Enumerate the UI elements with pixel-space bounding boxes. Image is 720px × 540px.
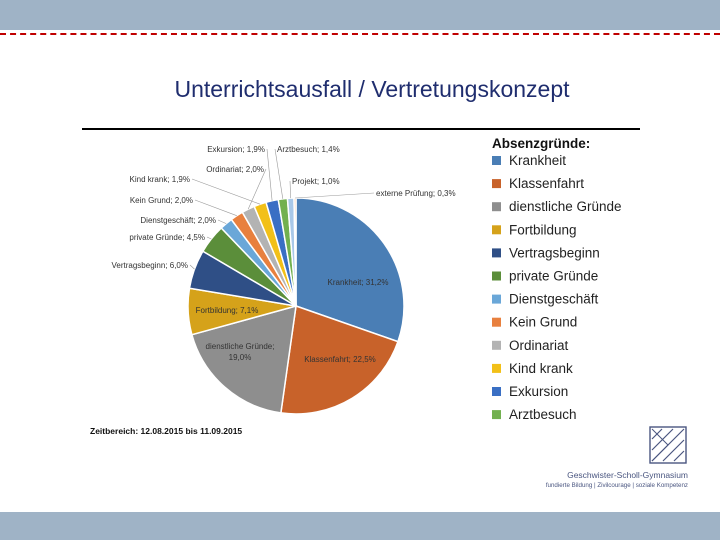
- slice-label-projekt: Projekt; 1,0%: [292, 177, 340, 186]
- pie-slice-klassenfahrt: [280, 304, 399, 415]
- chart-top-rule: [82, 128, 640, 130]
- leader-line-vertragsbeginn: [189, 264, 195, 270]
- school-tagline: fundierte Bildung | Zivilcourage | sozia…: [545, 482, 688, 489]
- leader-line-kein-grund: [194, 199, 237, 216]
- pie-slice-krankheit: [295, 197, 405, 343]
- leader-line-private-gruende: [206, 236, 212, 240]
- bottom-bar: [0, 512, 720, 540]
- time-period: Zeitbereich: 12.08.2015 bis 11.09.2015: [90, 426, 243, 436]
- slice-label-externe-pruefung: externe Prüfung; 0,3%: [376, 189, 456, 198]
- legend-entry-ordinariat: Ordinariat: [509, 338, 569, 353]
- leader-line-exkursion: [266, 148, 273, 201]
- legend-title: Absenzgründe:: [492, 136, 590, 151]
- slice-label-fortbildung: Fortbildung; 7,1%: [196, 306, 259, 315]
- legend-swatch-dienstgeschaeft: [492, 294, 501, 304]
- legend-swatch-kein-grund: [492, 317, 501, 327]
- slice-label-arztbesuch: Arztbesuch; 1,4%: [277, 145, 340, 154]
- slice-label-dienstliche-gruende: dienstliche Gründe; 19,0%: [206, 342, 275, 362]
- legend-swatch-dienstliche-gruende: [492, 202, 501, 212]
- leader-line-projekt: [289, 180, 291, 199]
- slice-label-ordinariat: Ordinariat; 2,0%: [206, 165, 264, 174]
- legend-swatch-klassenfahrt: [492, 179, 501, 189]
- slice-label-dienstgeschaeft: Dienstgeschäft; 2,0%: [140, 216, 216, 225]
- legend-swatch-exkursion: [492, 387, 501, 396]
- slide-title: Unterrichtsausfall / Vertretungskonzept: [174, 76, 570, 102]
- slice-label-kind-krank: Kind krank; 1,9%: [130, 175, 190, 184]
- school-name: Geschwister-Scholl-Gymnasium: [567, 470, 688, 480]
- legend-swatch-kind-krank: [492, 363, 501, 373]
- leader-line-dienstgeschaeft: [217, 219, 227, 224]
- legend-entry-dienstgeschaeft: Dienstgeschäft: [509, 292, 599, 307]
- legend-swatch-krankheit: [492, 156, 501, 165]
- legend-entry-dienstliche-gruende: dienstliche Gründe: [509, 199, 622, 214]
- slice-label-vertragsbeginn: Vertragsbeginn; 6,0%: [112, 261, 189, 270]
- legend-entry-arztbesuch: Arztbesuch: [509, 407, 577, 422]
- slice-label-private-gruende: private Gründe; 4,5%: [129, 233, 205, 242]
- legend-entry-exkursion: Exkursion: [509, 384, 568, 399]
- dashed-divider: [0, 33, 720, 35]
- pie-slice-dienstliche-gruende: [190, 304, 297, 414]
- legend-entry-klassenfahrt: Klassenfahrt: [509, 176, 584, 191]
- legend-entry-kind-krank: Kind krank: [509, 361, 573, 376]
- legend-entry-krankheit: Krankheit: [509, 153, 566, 168]
- legend-swatch-vertragsbeginn: [492, 248, 501, 258]
- legend-entry-kein-grund: Kein Grund: [509, 315, 577, 330]
- legend-entry-fortbildung: Fortbildung: [509, 222, 577, 237]
- legend-entry-vertragsbeginn: Vertragsbeginn: [509, 245, 600, 260]
- legend-swatch-fortbildung: [492, 225, 501, 235]
- legend-swatch-private-gruende: [492, 271, 501, 281]
- slice-label-klassenfahrt: Klassenfahrt; 22,5%: [304, 355, 376, 364]
- legend-swatch-arztbesuch: [492, 410, 501, 420]
- school-logo-icon: [649, 426, 687, 464]
- leader-line-ordinariat: [247, 168, 267, 210]
- leader-line-arztbesuch: [274, 148, 284, 199]
- leader-line-kind-krank: [191, 178, 261, 205]
- slice-label-exkursion: Exkursion; 1,9%: [207, 145, 265, 154]
- slice-label-kein-grund: Kein Grund; 2,0%: [130, 196, 193, 205]
- slice-label-krankheit: Krankheit; 31,2%: [328, 278, 389, 287]
- legend-swatch-ordinariat: [492, 340, 501, 350]
- top-bar: [0, 0, 720, 30]
- legend-entry-private-gruende: private Gründe: [509, 269, 598, 284]
- leader-line-externe-pruefung: [294, 192, 375, 199]
